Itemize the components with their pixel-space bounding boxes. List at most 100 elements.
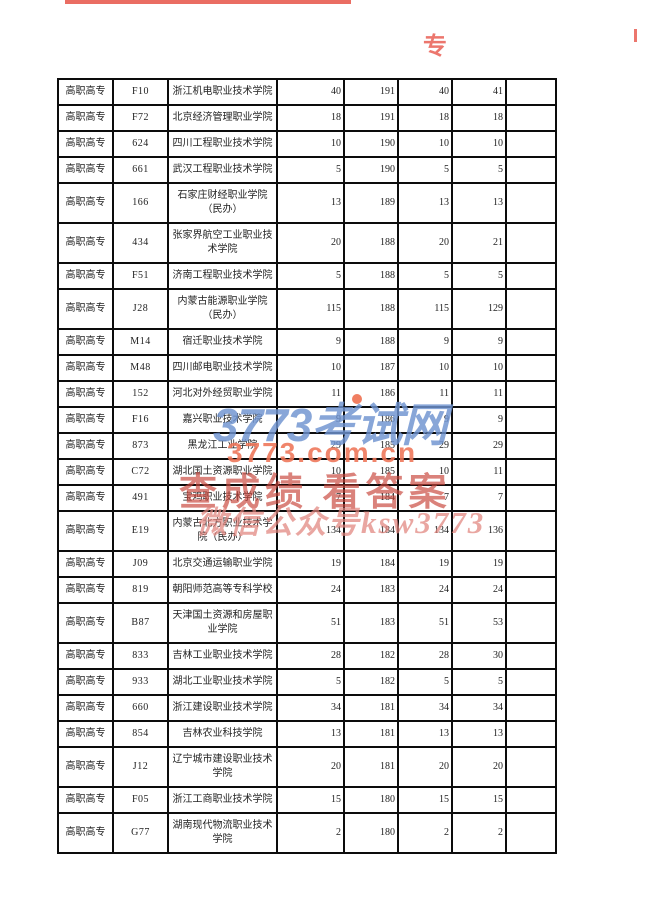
score-cell: 181 xyxy=(343,694,399,722)
empty-cell xyxy=(505,786,557,814)
school-name-cell: 吉林工业职业技术学院 xyxy=(167,642,278,670)
score-cell: 186 xyxy=(343,380,399,408)
table-row: 高职高专 M14 宿迁职业技术学院 9 188 9 9 xyxy=(57,328,557,356)
count2-cell: 53 xyxy=(451,602,507,644)
plan-count-cell: 5 xyxy=(276,668,345,696)
count-cell: 15 xyxy=(397,786,453,814)
count2-cell: 19 xyxy=(451,550,507,578)
school-code-cell: 660 xyxy=(112,694,169,722)
category-cell: 高职高专 xyxy=(57,328,114,356)
score-cell: 180 xyxy=(343,812,399,854)
score-cell: 185 xyxy=(343,432,399,460)
plan-count-cell: 13 xyxy=(276,182,345,224)
plan-count-cell: 9 xyxy=(276,328,345,356)
empty-cell xyxy=(505,812,557,854)
empty-cell xyxy=(505,288,557,330)
table-row: 高职高专 B87 天津国土资源和房屋职业学院 51 183 51 53 xyxy=(57,602,557,644)
school-name-cell: 黑龙江工业学院 xyxy=(167,432,278,460)
count-cell: 40 xyxy=(397,78,453,106)
plan-count-cell: 10 xyxy=(276,130,345,158)
plan-count-cell: 34 xyxy=(276,694,345,722)
count-cell: 18 xyxy=(397,104,453,132)
table-row: 高职高专 166 石家庄财经职业学院（民办） 13 189 13 13 xyxy=(57,182,557,224)
empty-cell xyxy=(505,576,557,604)
count-cell: 29 xyxy=(397,432,453,460)
school-code-cell: F10 xyxy=(112,78,169,106)
table-row: 高职高专 F72 北京经济管理职业学院 18 191 18 18 xyxy=(57,104,557,132)
table-row: 高职高专 434 张家界航空工业职业技术学院 20 188 20 21 xyxy=(57,222,557,264)
count-cell: 20 xyxy=(397,746,453,788)
school-name-cell: 四川邮电职业技术学院 xyxy=(167,354,278,382)
school-name-cell: 浙江机电职业技术学院 xyxy=(167,78,278,106)
school-code-cell: F51 xyxy=(112,262,169,290)
school-name-cell: 河北对外经贸职业学院 xyxy=(167,380,278,408)
score-cell: 189 xyxy=(343,182,399,224)
count2-cell: 15 xyxy=(451,786,507,814)
table-row: 高职高专 833 吉林工业职业技术学院 28 182 28 30 xyxy=(57,642,557,670)
watermark-top-glyph-fragment: 专 xyxy=(423,34,447,60)
empty-cell xyxy=(505,746,557,788)
category-cell: 高职高专 xyxy=(57,786,114,814)
count2-cell: 136 xyxy=(451,510,507,552)
empty-cell xyxy=(505,222,557,264)
score-cell: 187 xyxy=(343,354,399,382)
plan-count-cell: 9 xyxy=(276,406,345,434)
school-name-cell: 吉林农业科技学院 xyxy=(167,720,278,748)
school-name-cell: 嘉兴职业技术学院 xyxy=(167,406,278,434)
count-cell: 13 xyxy=(397,182,453,224)
table-row: 高职高专 873 黑龙江工业学院 29 185 29 29 xyxy=(57,432,557,460)
table-row: 高职高专 G77 湖南现代物流职业技术学院 2 180 2 2 xyxy=(57,812,557,854)
category-cell: 高职高专 xyxy=(57,510,114,552)
table-row: 高职高专 F05 浙江工商职业技术学院 15 180 15 15 xyxy=(57,786,557,814)
empty-cell xyxy=(505,694,557,722)
school-code-cell: F72 xyxy=(112,104,169,132)
count-cell: 7 xyxy=(397,484,453,512)
empty-cell xyxy=(505,484,557,512)
table-row: 高职高专 J12 辽宁城市建设职业技术学院 20 181 20 20 xyxy=(57,746,557,788)
school-name-cell: 朝阳师范高等专科学校 xyxy=(167,576,278,604)
plan-count-cell: 10 xyxy=(276,458,345,486)
admissions-score-table: 高职高专 F10 浙江机电职业技术学院 40 191 40 41 高职高专 F72 北京经济管理职… xyxy=(57,78,557,854)
score-cell: 185 xyxy=(343,458,399,486)
count-cell: 34 xyxy=(397,694,453,722)
category-cell: 高职高专 xyxy=(57,380,114,408)
school-name-cell: 张家界航空工业职业技术学院 xyxy=(167,222,278,264)
empty-cell xyxy=(505,642,557,670)
score-cell: 186 xyxy=(343,406,399,434)
plan-count-cell: 5 xyxy=(276,262,345,290)
plan-count-cell: 13 xyxy=(276,720,345,748)
empty-cell xyxy=(505,550,557,578)
school-code-cell: E19 xyxy=(112,510,169,552)
school-code-cell: B87 xyxy=(112,602,169,644)
category-cell: 高职高专 xyxy=(57,642,114,670)
score-cell: 191 xyxy=(343,104,399,132)
score-cell: 184 xyxy=(343,510,399,552)
school-name-cell: 内蒙古北方职业技术学院（民办） xyxy=(167,510,278,552)
empty-cell xyxy=(505,130,557,158)
plan-count-cell: 20 xyxy=(276,746,345,788)
category-cell: 高职高专 xyxy=(57,746,114,788)
school-name-cell: 武汉工程职业技术学院 xyxy=(167,156,278,184)
table-row: 高职高专 933 湖北工业职业技术学院 5 182 5 5 xyxy=(57,668,557,696)
count2-cell: 5 xyxy=(451,156,507,184)
school-name-cell: 辽宁城市建设职业技术学院 xyxy=(167,746,278,788)
score-cell: 183 xyxy=(343,576,399,604)
table-row: 高职高专 624 四川工程职业技术学院 10 190 10 10 xyxy=(57,130,557,158)
count2-cell: 129 xyxy=(451,288,507,330)
category-cell: 高职高专 xyxy=(57,668,114,696)
plan-count-cell: 20 xyxy=(276,222,345,264)
school-name-cell: 宿迁职业技术学院 xyxy=(167,328,278,356)
category-cell: 高职高专 xyxy=(57,130,114,158)
score-cell: 182 xyxy=(343,668,399,696)
score-cell: 188 xyxy=(343,288,399,330)
count-cell: 134 xyxy=(397,510,453,552)
count2-cell: 2 xyxy=(451,812,507,854)
count2-cell: 29 xyxy=(451,432,507,460)
school-name-cell: 湖北国土资源职业学院 xyxy=(167,458,278,486)
count2-cell: 5 xyxy=(451,668,507,696)
table-row: 高职高专 F10 浙江机电职业技术学院 40 191 40 41 xyxy=(57,78,557,106)
school-name-cell: 内蒙古能源职业学院（民办） xyxy=(167,288,278,330)
score-cell: 181 xyxy=(343,746,399,788)
category-cell: 高职高专 xyxy=(57,484,114,512)
school-code-cell: F16 xyxy=(112,406,169,434)
